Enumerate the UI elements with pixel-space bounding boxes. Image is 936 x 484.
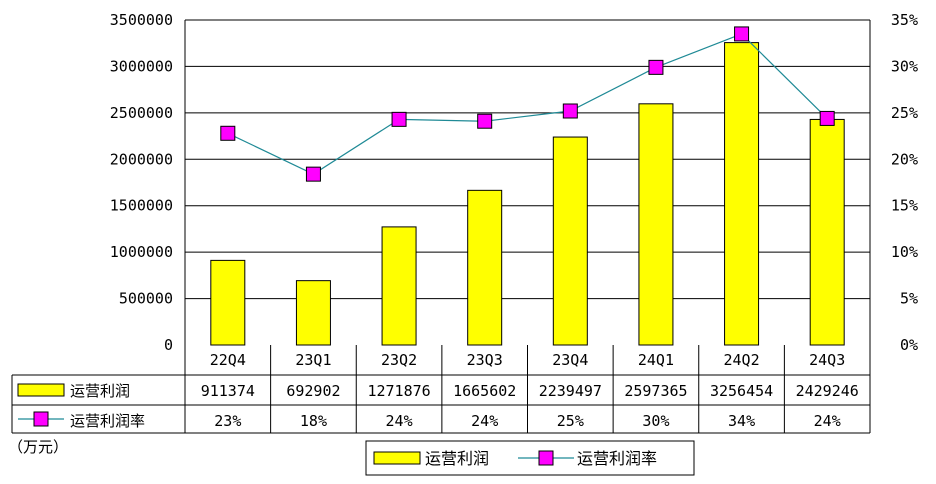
left-axis-tick-label: 2000000 <box>110 150 173 168</box>
margin-marker <box>305 166 321 182</box>
right-axis-tick-label: 15% <box>891 197 918 215</box>
bar <box>638 103 674 346</box>
left-axis-tick-label: 500000 <box>119 290 173 308</box>
left-axis-tick-label: 3500000 <box>110 11 173 29</box>
margin-marker <box>648 59 664 75</box>
bar-data-label: 1271876 <box>367 382 430 400</box>
left-axis-tick-label: 3000000 <box>110 57 173 75</box>
bar-data-label: 2239497 <box>539 382 602 400</box>
category-label: 24Q3 <box>809 351 845 369</box>
margin-data-label: 24% <box>471 412 498 430</box>
bar <box>467 189 503 346</box>
right-axis-tick-label: 25% <box>891 104 918 122</box>
legend-label: 运营利润率 <box>577 449 657 468</box>
margin-marker <box>819 110 835 126</box>
bar-data-label: 3256454 <box>710 382 773 400</box>
legend-line-marker <box>538 450 554 466</box>
right-axis-tick-label: 30% <box>891 57 918 75</box>
left-axis-tick-label: 0 <box>164 336 173 354</box>
margin-data-label: 18% <box>300 412 327 430</box>
bar-data-label: 2597365 <box>624 382 687 400</box>
margin-data-label: 25% <box>557 412 584 430</box>
margin-marker <box>391 111 407 127</box>
margin-data-label: 24% <box>814 412 841 430</box>
bar-data-label: 692902 <box>286 382 340 400</box>
table-row-label: 运营利润 <box>70 382 130 400</box>
legend-bar-swatch <box>373 451 421 465</box>
table-row-label: 运营利润率 <box>70 412 145 430</box>
margin-data-label: 34% <box>728 412 755 430</box>
margin-line <box>227 33 828 175</box>
unit-label: （万元） <box>8 438 68 456</box>
margin-marker <box>477 113 493 129</box>
left-axis-tick-label: 2500000 <box>110 104 173 122</box>
bar <box>724 42 760 346</box>
margin-marker <box>220 125 236 141</box>
right-axis-tick-label: 0% <box>900 336 918 354</box>
category-label: 24Q2 <box>724 351 760 369</box>
bar <box>210 259 246 346</box>
category-label: 22Q4 <box>210 351 246 369</box>
bar <box>295 280 331 346</box>
bar <box>809 118 845 346</box>
bar-data-label: 911374 <box>201 382 255 400</box>
margin-data-label: 30% <box>642 412 669 430</box>
bar <box>552 136 588 346</box>
category-label: 24Q1 <box>638 351 674 369</box>
margin-data-label: 24% <box>386 412 413 430</box>
margin-marker <box>562 103 578 119</box>
margin-marker <box>734 26 750 42</box>
bar-data-label: 1665602 <box>453 382 516 400</box>
right-axis-tick-label: 35% <box>891 11 918 29</box>
bar-data-label: 2429246 <box>796 382 859 400</box>
category-label: 23Q4 <box>552 351 588 369</box>
category-label: 23Q3 <box>467 351 503 369</box>
bar <box>381 226 417 346</box>
table-bar-legend-swatch <box>17 383 65 397</box>
category-label: 23Q2 <box>381 351 417 369</box>
margin-data-label: 23% <box>214 412 241 430</box>
right-axis-tick-label: 10% <box>891 243 918 261</box>
left-axis-tick-label: 1500000 <box>110 197 173 215</box>
right-axis-tick-label: 20% <box>891 150 918 168</box>
right-axis-tick-label: 5% <box>900 290 918 308</box>
legend-label: 运营利润 <box>425 449 489 468</box>
category-label: 23Q1 <box>295 351 331 369</box>
table-line-legend-marker <box>33 411 49 427</box>
left-axis-tick-label: 1000000 <box>110 243 173 261</box>
